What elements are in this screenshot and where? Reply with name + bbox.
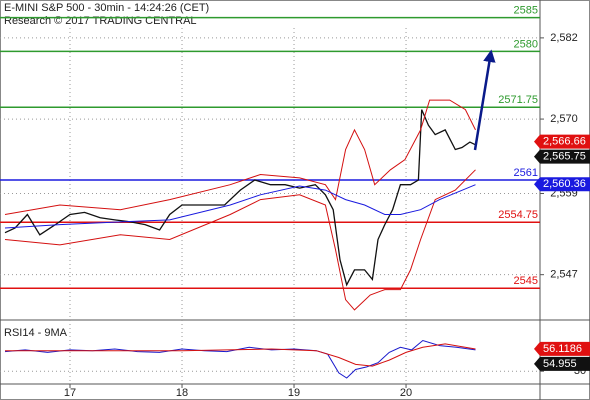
level-label: 2554.75 [498,209,538,221]
level-label: 2561 [514,167,538,179]
level-label: 2585 [514,4,538,16]
price-line [4,99,476,215]
price-tag-label: 2,565.75 [543,151,586,163]
price-line [4,109,476,287]
price-line [4,169,476,311]
x-tick-label: 17 [64,387,76,399]
x-tick-label: 18 [176,387,188,399]
chart-subtitle: Research © 2017 TRADING CENTRAL [4,15,197,27]
y-tick-label: 2,547 [550,269,578,281]
y-tick-label: 2,570 [550,113,578,125]
level-label: 2571.75 [498,94,538,106]
price-tag-label: 2,566.66 [543,136,586,148]
price-line [4,184,476,229]
rsi-title: RSI14 - 9MA [4,327,68,339]
level-label: 2580 [514,38,538,50]
price-tag-label: 2,560.36 [543,178,586,190]
x-tick-label: 19 [288,387,300,399]
price-tag [534,356,590,371]
price-tag [534,134,590,149]
y-tick-label: 2,582 [550,32,578,44]
rsi-line [5,343,476,367]
price-tag-label: 54.955 [543,358,577,370]
level-label: 2545 [514,275,538,287]
price-tag [534,341,590,356]
chart-title: E-MINI S&P 500 - 30min - 14:24:26 (CET) [4,2,209,14]
x-tick-label: 20 [400,387,412,399]
price-tag [534,149,590,164]
price-tag-label: 56.1186 [543,343,582,355]
projection-arrow [473,49,496,151]
price-tag [534,177,590,192]
